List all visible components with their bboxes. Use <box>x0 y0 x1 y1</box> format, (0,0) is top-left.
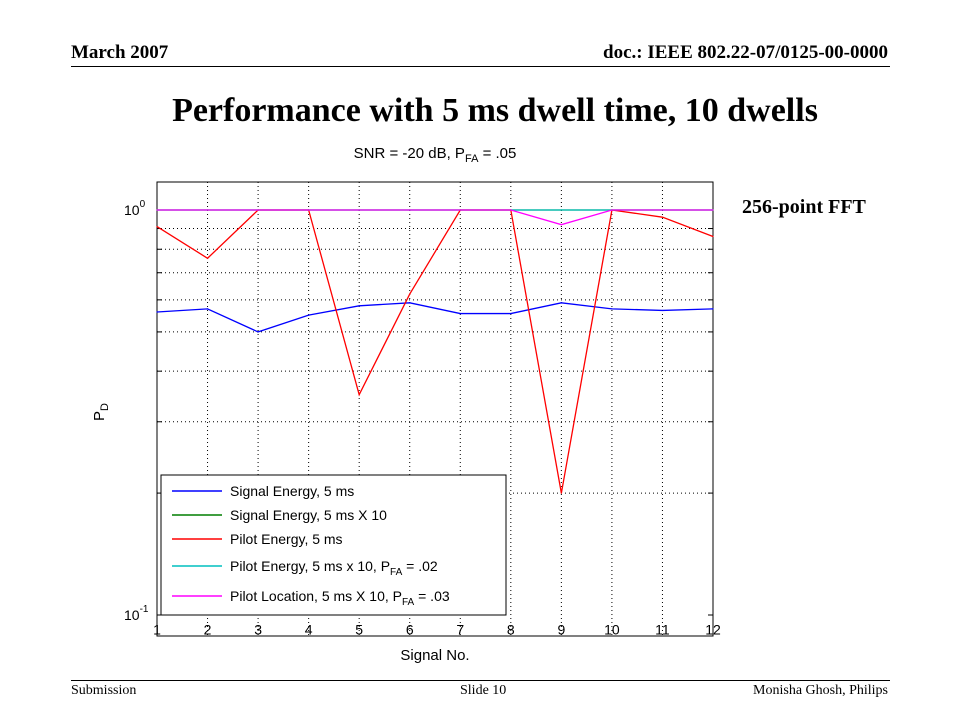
series-1-point <box>257 331 259 333</box>
x-tick-label: 9 <box>557 621 565 637</box>
legend-label: Pilot Energy, 5 ms <box>230 531 343 547</box>
legend-entries: Signal Energy, 5 ms Signal Energy, 5 ms X… <box>172 483 450 608</box>
series-1-point <box>510 312 512 315</box>
x-tick-label: 10 <box>604 621 620 637</box>
footer-slide-number: Slide 10 <box>460 683 507 698</box>
series-1-point <box>712 308 714 310</box>
x-tick-label: 6 <box>406 621 414 637</box>
y-axis-label: PD <box>91 403 111 421</box>
series-line-5 <box>157 209 713 226</box>
legend-label: Signal Energy, 5 ms X 10 <box>230 507 387 523</box>
y-tick-base: 10 <box>124 607 140 623</box>
y-tick-exponent: 0 <box>140 199 146 210</box>
x-tick-label: 8 <box>507 621 515 637</box>
x-tick-label: 4 <box>305 621 313 637</box>
legend-label-text: Pilot Energy, 5 ms x 10, P <box>230 558 390 574</box>
x-axis-label: Signal No. <box>400 647 469 664</box>
series-1-point <box>156 311 158 313</box>
series-1-point <box>661 309 664 312</box>
series-5-point <box>156 209 158 211</box>
series-line-1 <box>156 302 714 333</box>
legend-label: Pilot Location, 5 ms X 10, PFA = .03 <box>230 588 450 608</box>
series-5-point <box>712 209 714 211</box>
series-5-point <box>206 209 209 211</box>
side-note: 256-point FFT <box>742 196 866 218</box>
series-5-point <box>611 209 613 211</box>
series-3-point <box>560 492 562 494</box>
x-tick-label: 2 <box>204 621 212 637</box>
legend-label: Pilot Energy, 5 ms x 10, PFA = .02 <box>230 558 438 578</box>
x-tick-label: 5 <box>355 621 363 637</box>
series-3-point <box>206 257 209 259</box>
series-1-point <box>409 302 411 304</box>
legend-label-text: Pilot Location, 5 ms X 10, P <box>230 588 402 604</box>
y-tick-base: 10 <box>124 202 140 218</box>
x-tick-label: 3 <box>254 621 262 637</box>
series-1-point <box>308 314 310 316</box>
legend-label-value: = .02 <box>402 558 438 574</box>
chart-title-subscript: FA <box>465 153 479 165</box>
header-doc-id: doc.: IEEE 802.22-07/0125-00-0000 <box>603 42 888 63</box>
series-3-point <box>661 216 664 218</box>
legend-label-subscript: FA <box>390 567 403 578</box>
slide-title: Performance with 5 ms dwell time, 10 dwe… <box>172 92 818 129</box>
header-rule <box>71 66 890 67</box>
series-lines <box>156 209 714 494</box>
x-tick-label: 12 <box>705 621 721 637</box>
series-line-3 <box>156 209 714 494</box>
x-tick-label: 1 <box>153 621 161 637</box>
y-axis-label-base: P <box>91 411 108 421</box>
series-5-point <box>358 209 360 211</box>
series-3-point <box>409 293 411 295</box>
header-date: March 2007 <box>71 42 169 63</box>
series-5-point <box>560 224 562 226</box>
footer-right: Monisha Ghosh, Philips <box>753 683 888 698</box>
chart-title-value: = .05 <box>478 145 516 162</box>
series-3-point <box>156 225 158 228</box>
series-3-point <box>712 235 714 238</box>
series-3-point <box>358 394 360 396</box>
legend-label: Signal Energy, 5 ms <box>230 483 354 499</box>
chart-title: SNR = -20 dB, PFA = .05 <box>354 145 517 165</box>
x-tick-label: 7 <box>456 621 464 637</box>
series-5-point <box>257 209 259 211</box>
x-tick-labels: 1 2 3 4 5 6 7 8 9 10 11 12 <box>153 621 721 637</box>
legend-label-text: Pilot Energy, 5 ms <box>230 531 343 547</box>
legend-label-value: = .03 <box>414 588 450 604</box>
series-1-point <box>358 305 360 307</box>
chart-title-text: SNR = -20 dB, P <box>354 145 465 162</box>
series-5-point <box>661 209 664 211</box>
series-1-point <box>459 312 461 315</box>
series-5-point <box>510 209 512 211</box>
legend-box <box>160 474 507 616</box>
y-tick-label: 100 <box>124 199 146 218</box>
y-tick-label: 10-1 <box>124 604 149 623</box>
series-1-point <box>206 308 209 310</box>
series-4-point <box>560 209 562 211</box>
y-axis-label-subscript: D <box>99 403 111 411</box>
legend-label-text: Signal Energy, 5 ms X 10 <box>230 507 387 523</box>
x-tick-label: 11 <box>655 621 670 637</box>
series-5-point <box>459 209 461 211</box>
legend-label-subscript: FA <box>402 597 415 608</box>
series-1-point <box>611 308 613 310</box>
series-5-point <box>308 209 310 211</box>
series-5-point <box>409 209 411 211</box>
series-1-point <box>560 302 562 304</box>
y-tick-exponent: -1 <box>140 604 149 615</box>
footer-left: Submission <box>71 683 137 698</box>
legend-label-text: Signal Energy, 5 ms <box>230 483 354 499</box>
legend: Signal Energy, 5 ms Signal Energy, 5 ms X… <box>160 474 507 616</box>
footer-rule <box>71 680 890 681</box>
svg-text:PD: PD <box>91 403 111 421</box>
